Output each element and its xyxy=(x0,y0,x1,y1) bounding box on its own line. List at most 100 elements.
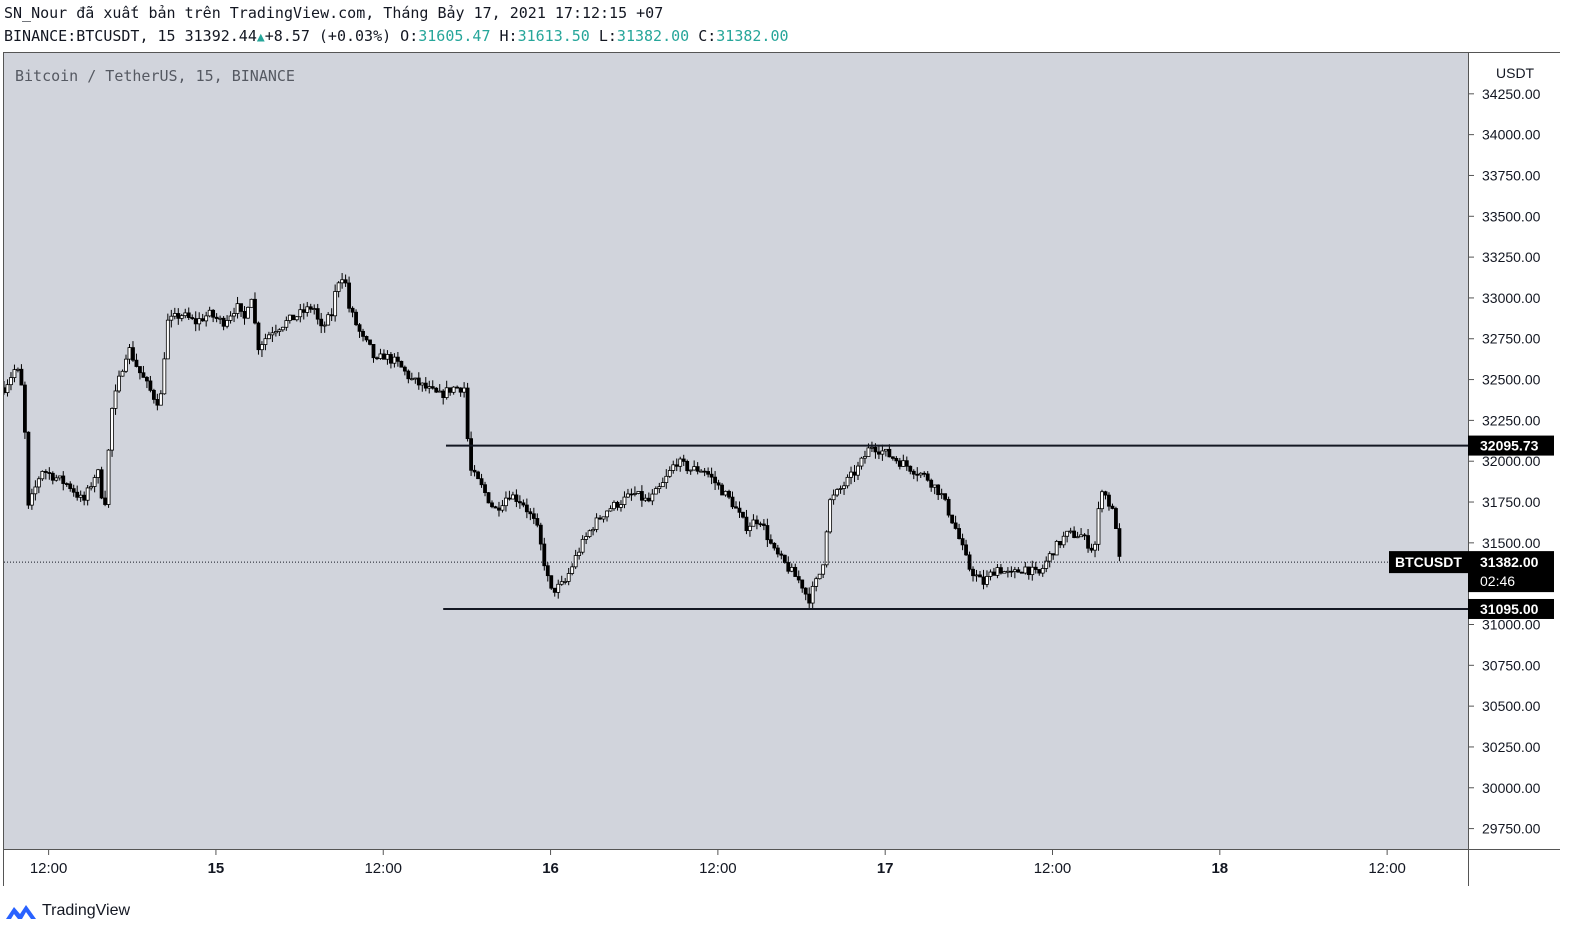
candle-body xyxy=(103,497,107,505)
candle-body xyxy=(629,493,634,496)
candle-body xyxy=(943,493,948,500)
candle-body xyxy=(507,497,512,500)
candle-body xyxy=(158,393,163,406)
candle-body xyxy=(1030,566,1035,576)
candle-body xyxy=(1100,491,1104,510)
candle-body xyxy=(26,431,31,506)
candle-body xyxy=(2,387,6,394)
publish-line: SN_Nour đã xuất bản trên TradingView.com… xyxy=(4,4,664,22)
candle-body xyxy=(110,407,114,451)
plot-area[interactable] xyxy=(2,53,1468,849)
candlestick-chart[interactable] xyxy=(2,53,1468,849)
candle-body xyxy=(563,581,568,583)
candle-body xyxy=(612,501,616,510)
candle-body xyxy=(737,507,742,513)
candle-body xyxy=(789,566,794,572)
candle-body xyxy=(312,308,317,310)
tradingview-logo-text: TradingView xyxy=(42,902,131,919)
currency-label: USDT xyxy=(1496,65,1535,81)
candle-body xyxy=(646,497,651,502)
candle-body xyxy=(1082,534,1087,537)
candle-body xyxy=(1079,534,1083,538)
candle-body xyxy=(162,358,167,395)
candle-body xyxy=(1093,543,1097,551)
candle-body xyxy=(880,450,885,455)
candle-body xyxy=(918,472,923,476)
candle-body xyxy=(131,347,135,361)
candle-body xyxy=(96,469,101,478)
candle-body xyxy=(716,482,721,486)
candle-body xyxy=(343,279,348,284)
candle-body xyxy=(1023,566,1028,574)
candle-body xyxy=(165,319,170,360)
low-label: L: xyxy=(598,27,617,45)
candle-body xyxy=(427,386,432,389)
candle-body xyxy=(382,353,386,360)
candle-body xyxy=(82,494,87,501)
candle-body xyxy=(36,478,41,488)
candle-body xyxy=(497,507,501,511)
time-tick-label: 15 xyxy=(208,860,225,877)
candle-body xyxy=(1103,491,1108,496)
candle-body xyxy=(277,329,282,332)
candle-body xyxy=(713,476,717,484)
candle-body xyxy=(218,317,223,320)
candle-body xyxy=(273,331,278,334)
candle-body xyxy=(580,538,585,553)
high-label: H: xyxy=(499,27,518,45)
candle-body xyxy=(608,508,613,512)
candle-body xyxy=(768,539,773,544)
candles xyxy=(2,273,1122,609)
candle-body xyxy=(57,475,62,479)
candle-body xyxy=(40,471,45,480)
candle-body xyxy=(1110,505,1115,509)
candle-body xyxy=(465,387,470,440)
price-tick-label: 30750.00 xyxy=(1482,657,1541,673)
candle-body xyxy=(5,384,10,394)
candle-body xyxy=(894,457,899,462)
time-axis[interactable]: 12:00 15 12:00 16 12:00 17 12:00 18 12:00 xyxy=(4,849,1468,886)
candle-body xyxy=(643,497,648,501)
candle-body xyxy=(207,309,212,317)
candle-body xyxy=(695,466,700,472)
price-tick-label: 32250.00 xyxy=(1482,412,1541,428)
candle-body xyxy=(678,458,683,467)
candle-body xyxy=(336,282,341,292)
candle-body xyxy=(929,479,934,488)
candle-body xyxy=(493,506,498,509)
candle-body xyxy=(887,448,892,458)
price-tick-label: 32000.00 xyxy=(1482,453,1541,469)
candle-body xyxy=(308,306,313,310)
candle-body xyxy=(800,579,805,589)
candle-body xyxy=(409,378,414,381)
candle-body xyxy=(978,574,982,578)
tradingview-logo: TradingView xyxy=(4,899,130,923)
candle-body xyxy=(190,317,195,319)
candle-body xyxy=(490,502,494,508)
candle-body xyxy=(124,358,128,372)
candle-body xyxy=(636,491,641,494)
candle-body xyxy=(761,523,766,526)
candle-body xyxy=(260,344,264,351)
candle-body xyxy=(748,525,752,532)
candle-body xyxy=(517,501,522,504)
candle-body xyxy=(1065,530,1070,537)
candle-body xyxy=(988,571,993,577)
candle-body xyxy=(179,315,184,319)
price-tick-label: 29750.00 xyxy=(1482,821,1541,837)
candle-body xyxy=(399,360,404,368)
candle-body xyxy=(455,386,460,389)
candle-body xyxy=(751,519,756,527)
time-scale[interactable]: 12:00 15 12:00 16 12:00 17 12:00 18 12:00 xyxy=(4,850,1468,886)
candle-body xyxy=(333,291,338,317)
candle-body xyxy=(402,366,407,372)
price-axis[interactable]: 29750.00 30000.00 30250.00 30500.00 30750.00… xyxy=(1468,53,1560,849)
candle-body xyxy=(1061,535,1066,546)
candle-body xyxy=(552,587,557,593)
candle-body xyxy=(228,315,233,321)
candle-body xyxy=(413,377,418,380)
candle-body xyxy=(33,486,38,495)
candle-body xyxy=(1072,530,1077,538)
candle-body xyxy=(354,311,358,326)
price-scale[interactable]: 29750.00 30000.00 30250.00 30500.00 30750.00… xyxy=(1469,53,1560,849)
